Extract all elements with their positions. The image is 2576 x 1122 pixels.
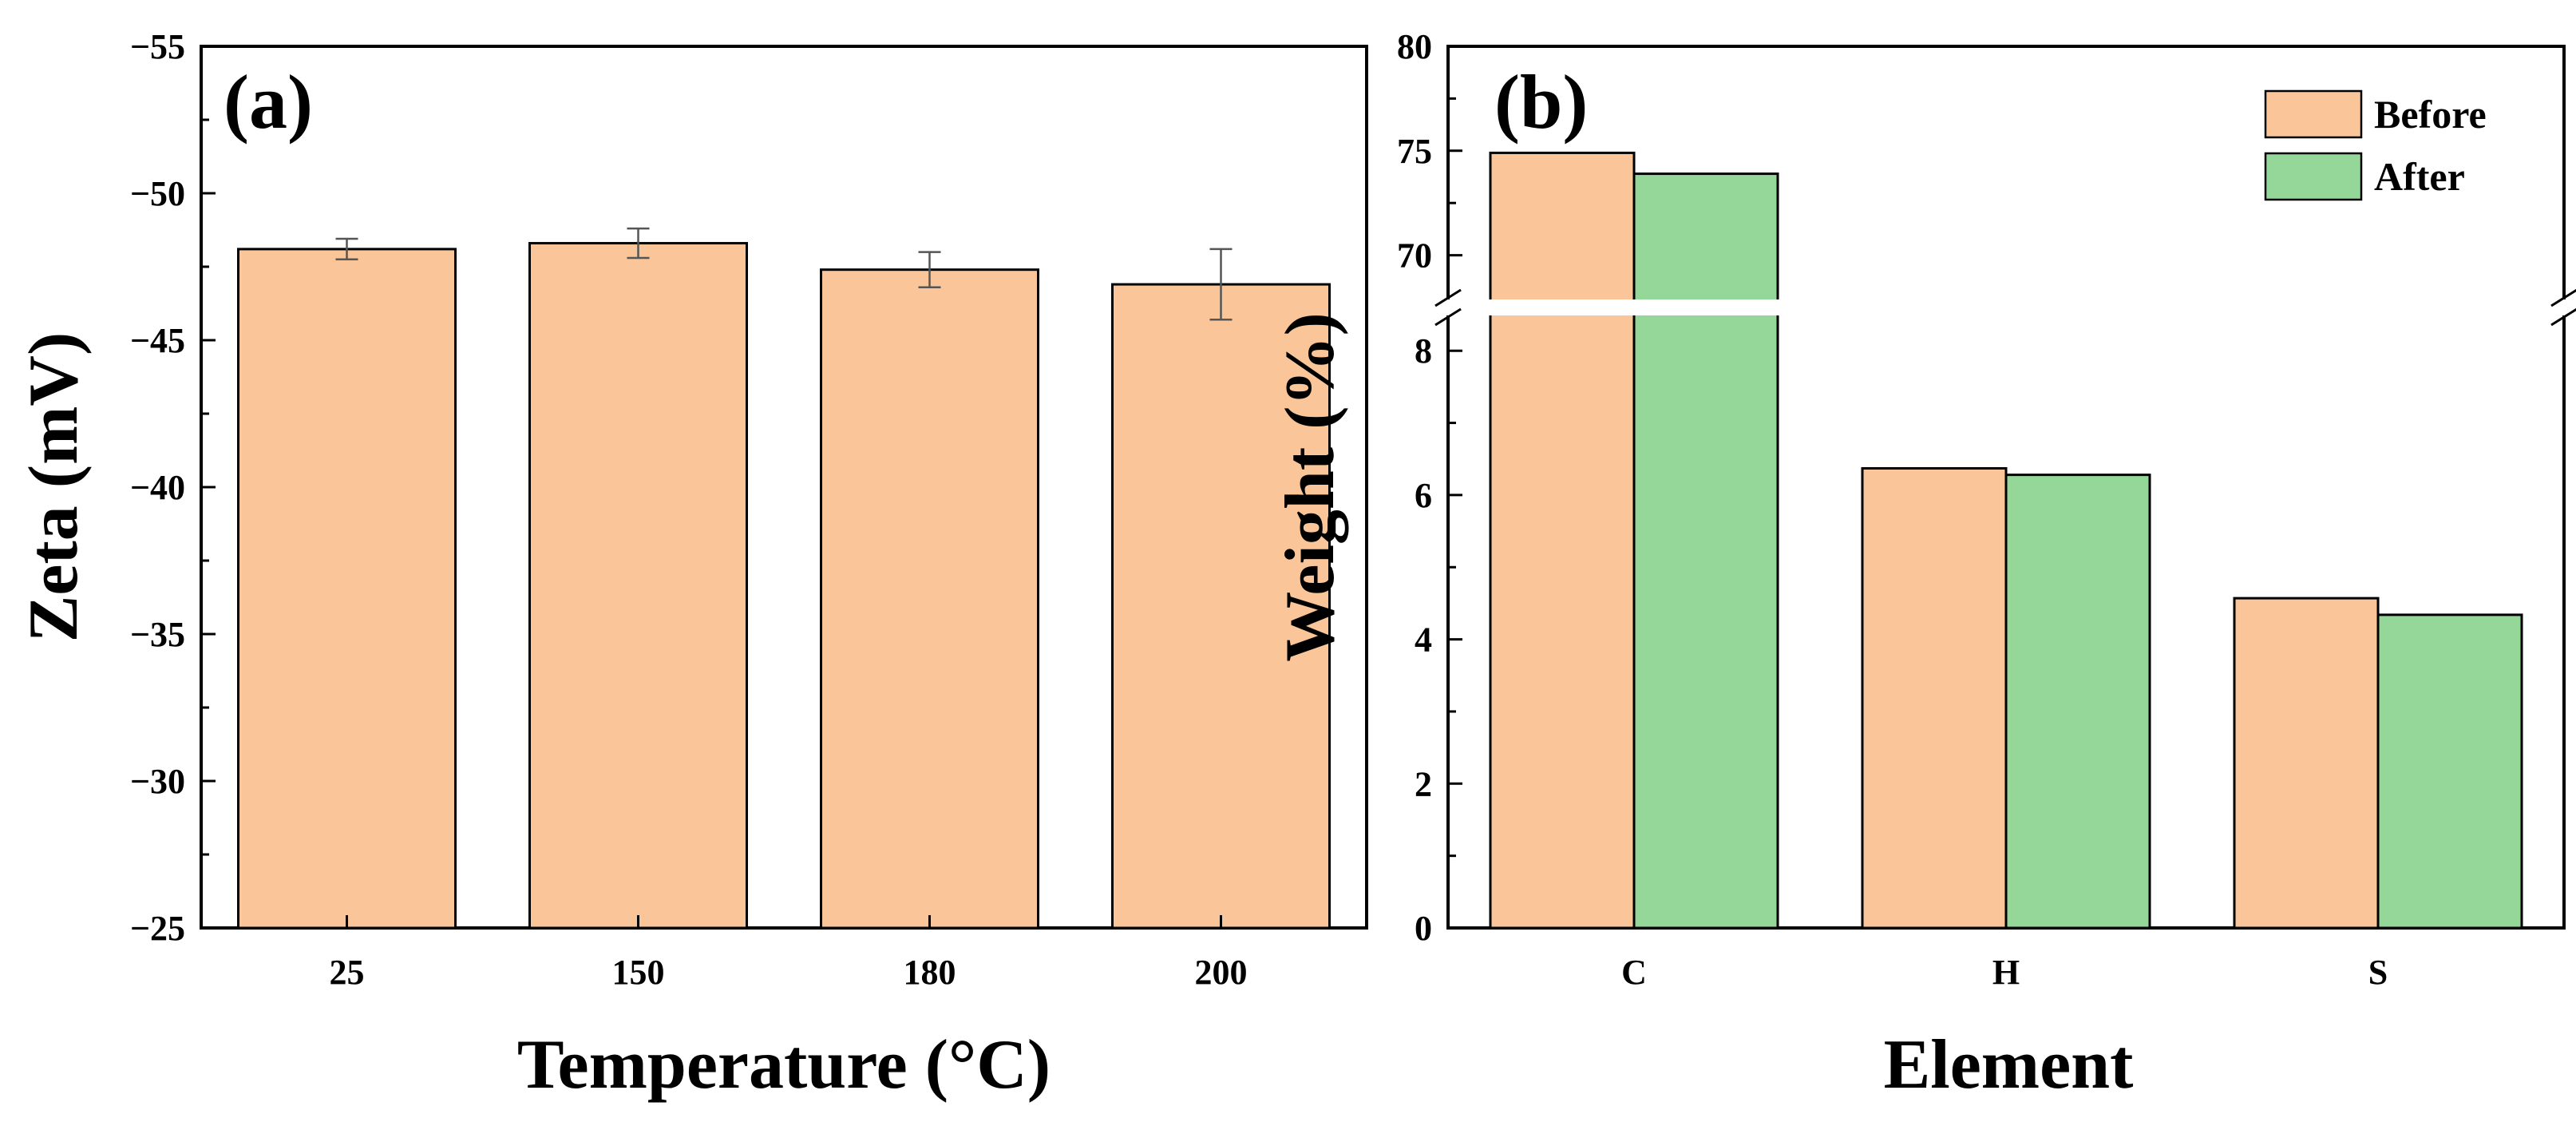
zeta-y-axis-title: Zeta (mV)	[15, 332, 93, 643]
legend: Before After	[2264, 89, 2487, 201]
legend-swatch-after	[2264, 152, 2363, 201]
bar	[237, 248, 457, 930]
x-tick-label: 150	[612, 953, 665, 992]
error-bar	[918, 251, 941, 289]
weight-bars	[1489, 151, 2523, 930]
x-tick-label: C	[1621, 953, 1647, 992]
bar-before	[1861, 466, 2008, 930]
weight-x-axis-title: Element	[1884, 1026, 2134, 1104]
y-tick-label: 8	[1415, 331, 1432, 371]
x-tick-label: 200	[1195, 953, 1248, 992]
y-tick-label: −50	[130, 174, 185, 213]
zeta-x-axis: 25 150 180 200	[330, 915, 1248, 992]
weight-y-axis-title: Weight (%)	[1272, 312, 1349, 662]
zeta-bars	[237, 227, 1331, 930]
legend-label-before: Before	[2374, 92, 2487, 137]
axis-break-gap-right	[2559, 299, 2569, 315]
y-tick-label: 2	[1415, 764, 1432, 803]
zeta-y-axis: −25 −30 −35 −40 −45 −50 −55	[130, 27, 216, 948]
panel-label-b: (b)	[1494, 59, 1588, 145]
legend-swatch-before	[2264, 89, 2363, 139]
axis-break	[1434, 288, 2576, 327]
x-tick-label: H	[1992, 953, 2020, 992]
bar	[528, 242, 748, 930]
error-bar	[1209, 248, 1233, 321]
y-tick-label: 0	[1415, 909, 1432, 948]
y-tick-label: 4	[1415, 620, 1432, 660]
weight-y-axis: 0 2 4 6 8 70 75 80	[1397, 27, 1462, 948]
bar-after	[2004, 474, 2151, 930]
bar-before	[1489, 151, 1636, 930]
weight-chart-panel: 0 2 4 6 8 70 75 80 C H S (b) Weight (%) Element B…	[1272, 27, 2576, 1104]
y-tick-label: −55	[130, 27, 185, 66]
error-bar	[627, 227, 650, 260]
x-tick-label: S	[2368, 953, 2388, 992]
y-tick-label: −30	[130, 762, 185, 801]
legend-label-after: After	[2374, 154, 2465, 199]
y-tick-label: −40	[130, 468, 185, 507]
error-bar	[335, 237, 358, 261]
y-tick-label: −25	[130, 909, 185, 948]
bar-before	[2233, 597, 2380, 930]
bar-after	[1632, 172, 1779, 930]
bar	[820, 268, 1039, 930]
y-tick-label: 70	[1397, 236, 1432, 276]
y-tick-label: 6	[1415, 476, 1432, 515]
zeta-x-axis-title: Temperature (°C)	[517, 1026, 1051, 1104]
y-tick-label: −45	[130, 321, 185, 360]
panel-label-a: (a)	[224, 59, 313, 145]
bar-after	[2376, 613, 2523, 930]
x-tick-label: 180	[904, 953, 956, 992]
y-tick-label: 80	[1397, 27, 1432, 66]
bar	[1111, 283, 1331, 930]
axis-break-mark	[1434, 288, 1462, 327]
y-tick-label: 75	[1397, 132, 1432, 171]
axis-break-gap	[1443, 299, 1783, 315]
zeta-chart-panel: −25 −30 −35 −40 −45 −50 −55 25 150 180 200 (a) Ze…	[15, 27, 1368, 1104]
axis-break-mark	[2550, 288, 2576, 327]
x-tick-label: 25	[330, 953, 365, 992]
y-tick-label: −35	[130, 615, 185, 654]
